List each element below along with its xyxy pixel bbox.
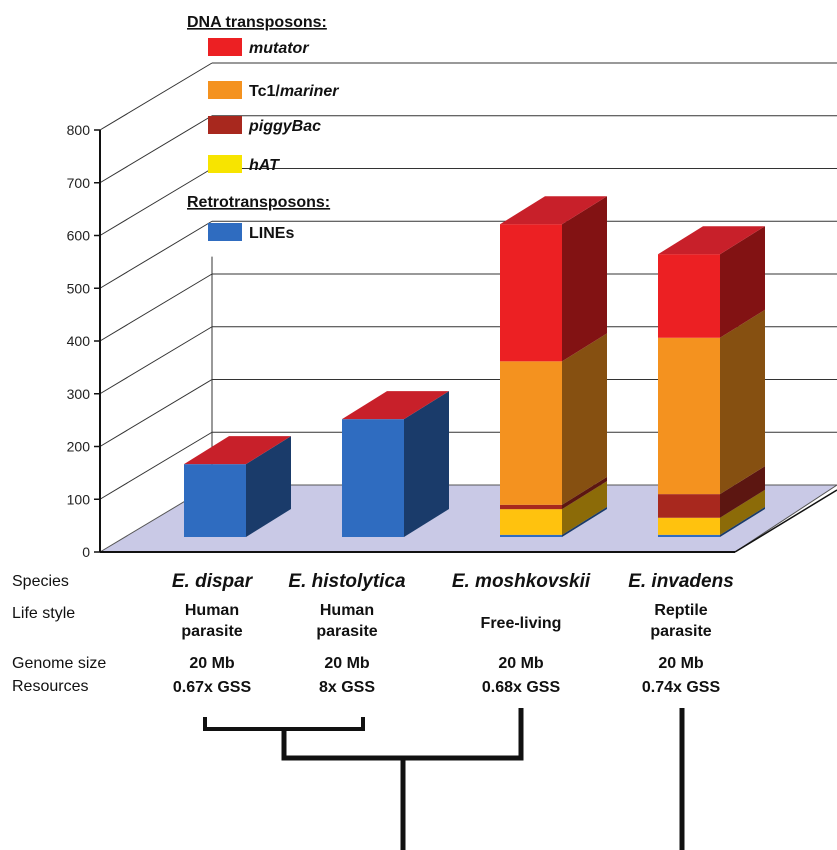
legend-swatch — [208, 116, 242, 134]
bar-segment-side — [562, 481, 607, 535]
grid-diagonal — [99, 326, 213, 395]
bar-segment-side — [404, 391, 449, 537]
bar-group — [184, 436, 291, 537]
chart-bars — [184, 196, 765, 537]
bar-segment-side — [720, 309, 765, 495]
phylogenetic-tree — [203, 708, 685, 850]
bar-segment — [500, 509, 562, 535]
genome-size-cell: 20 Mb — [658, 655, 704, 672]
bar-group — [500, 196, 607, 537]
bar-segment-side — [720, 489, 765, 535]
grid-diagonal — [99, 431, 213, 500]
grid-diagonal — [99, 379, 213, 447]
species-name: E. invadens — [628, 571, 734, 592]
legend-label: hAT — [249, 157, 280, 174]
y-tick-label: 800 — [67, 122, 91, 138]
legend-label: piggyBac — [248, 118, 321, 135]
chart-axes: 0 100 200 300 400 500 600 700 800 — [67, 122, 101, 560]
bar-segment-side — [720, 226, 765, 338]
bar-segment-side — [562, 506, 607, 537]
lifestyle-cell: parasite — [181, 623, 242, 640]
info-table: Species Life style Genome size Resources… — [12, 571, 734, 696]
bar-segment — [658, 494, 720, 518]
bar-top — [184, 436, 291, 465]
bar-group — [342, 391, 449, 537]
lifestyle-cell: Human — [320, 602, 374, 619]
bar-segment-side — [562, 476, 607, 510]
floor-right-edge — [734, 489, 837, 553]
legend-label: LINEs — [249, 225, 294, 242]
legend-dna-heading: DNA transposons: — [187, 14, 327, 31]
bar-top — [658, 226, 765, 255]
y-tick-label: 400 — [67, 333, 91, 349]
lifestyle-cell: Free-living — [481, 615, 562, 632]
bar-segment — [500, 361, 562, 505]
bar-segment — [658, 337, 720, 495]
bar-segment — [658, 534, 720, 537]
y-tick-label: 200 — [67, 439, 91, 455]
legend-label: Tc1/mariner — [249, 83, 339, 100]
legend-swatch — [208, 38, 242, 56]
grid-diagonal — [99, 168, 213, 236]
genome-size-cell: 20 Mb — [189, 655, 235, 672]
row-label-genome: Genome size — [12, 655, 106, 672]
y-tick-label: 700 — [67, 175, 91, 191]
legend-swatch — [208, 223, 242, 241]
resources-cell: 0.74x GSS — [642, 679, 721, 696]
species-name: E. moshkovskii — [452, 571, 591, 592]
y-tick-label: 500 — [67, 280, 91, 296]
legend-retro-heading: Retrotransposons: — [187, 194, 330, 211]
legend-swatch — [208, 155, 242, 173]
legend: DNA transposons: Retrotransposons: mutat… — [187, 14, 339, 242]
species-name: E. dispar — [172, 571, 254, 592]
bar-segment-side — [720, 466, 765, 518]
row-label-resources: Resources — [12, 678, 88, 695]
grid-diagonal — [99, 62, 213, 131]
y-tick-label: 600 — [67, 228, 91, 244]
grid-diagonal — [99, 115, 213, 184]
genome-size-cell: 20 Mb — [498, 655, 544, 672]
legend-swatch — [208, 81, 242, 99]
bar-segment — [500, 224, 562, 362]
row-label-lifestyle: Life style — [12, 605, 75, 622]
resources-cell: 0.67x GSS — [173, 679, 252, 696]
bar-top — [500, 196, 607, 225]
lifestyle-cell: Reptile — [654, 602, 707, 619]
bar-segment-side — [562, 333, 607, 505]
tree-branch-moshkovskii-clade — [281, 708, 524, 761]
grid-diagonal — [99, 273, 213, 342]
lifestyle-cell: Human — [185, 602, 239, 619]
bar-top — [342, 391, 449, 420]
genome-size-cell: 20 Mb — [324, 655, 370, 672]
bar-segment-side — [720, 506, 765, 537]
bar-segment-side — [562, 196, 607, 362]
bar-segment — [500, 504, 562, 510]
species-name: E. histolytica — [288, 571, 406, 592]
lifestyle-cell: parasite — [316, 623, 377, 640]
resources-cell: 0.68x GSS — [482, 679, 561, 696]
bar-segment — [500, 534, 562, 537]
grid-diagonal — [99, 220, 213, 289]
bar-segment-side — [246, 436, 291, 537]
legend-label: mutator — [249, 40, 309, 57]
row-label-species: Species — [12, 573, 69, 590]
y-tick-label: 100 — [67, 491, 91, 507]
y-tick-label: 0 — [82, 544, 90, 560]
lifestyle-cell: parasite — [650, 623, 711, 640]
bar-segment — [658, 517, 720, 535]
bar-group — [658, 226, 765, 537]
y-tick-label: 300 — [67, 386, 91, 402]
tree-branch-dispar-histolytica — [203, 717, 365, 731]
resources-cell: 8x GSS — [319, 679, 375, 696]
bar-segment — [658, 254, 720, 338]
bar-segment — [184, 464, 246, 537]
bar-segment — [342, 419, 404, 537]
